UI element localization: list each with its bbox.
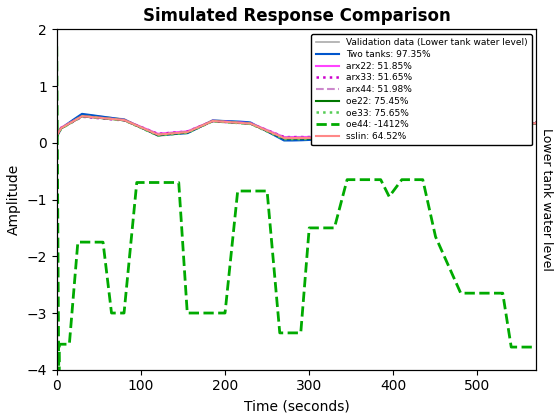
Legend: Validation data (Lower tank water level), Two tanks: 97.35%, arx22: 51.85%, arx3: Validation data (Lower tank water level)… <box>311 34 532 145</box>
Title: Simulated Response Comparison: Simulated Response Comparison <box>143 7 450 25</box>
X-axis label: Time (seconds): Time (seconds) <box>244 399 349 413</box>
Y-axis label: Amplitude: Amplitude <box>7 164 21 235</box>
Y-axis label: Lower tank water level: Lower tank water level <box>540 128 553 271</box>
